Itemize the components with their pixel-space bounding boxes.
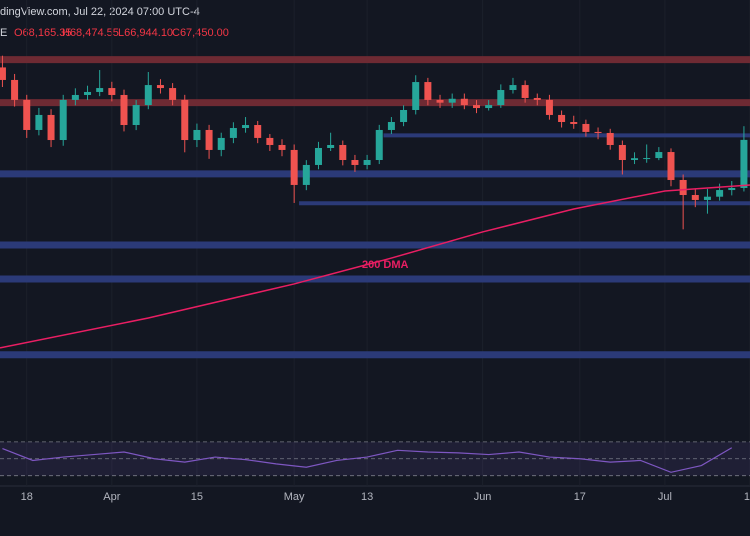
candle-body — [290, 149, 298, 185]
candle-body — [23, 99, 31, 130]
candle-body — [679, 179, 687, 196]
candle-body — [156, 85, 164, 89]
candle-body — [314, 147, 322, 165]
candle-body — [351, 160, 359, 165]
candle-body — [327, 144, 335, 148]
candle-body — [217, 137, 225, 150]
candle-body — [716, 190, 724, 197]
x-tick-label: 15 — [744, 491, 750, 503]
candle-body — [594, 131, 602, 133]
x-tick-label: 13 — [361, 491, 373, 503]
candle-body — [558, 114, 566, 123]
candle-body — [412, 82, 420, 110]
candle-body — [132, 105, 140, 126]
candle-body — [643, 158, 651, 160]
candle-body — [691, 195, 699, 200]
candle-body — [655, 152, 663, 159]
candle-body — [485, 105, 493, 109]
candle-body — [0, 67, 6, 80]
x-tick-label: 17 — [574, 491, 586, 503]
candle-body — [71, 94, 79, 100]
candle-body — [436, 99, 444, 103]
candle-body — [120, 94, 128, 126]
dma-line — [0, 184, 750, 349]
candle-body — [509, 85, 517, 91]
candle-body — [618, 144, 626, 161]
ohlc-value: H68,474.55 — [62, 27, 119, 39]
candle-body — [96, 88, 104, 92]
x-tick-label: 18 — [21, 491, 33, 503]
candle-body — [631, 158, 639, 161]
candle-body — [521, 85, 529, 98]
candle-body — [545, 99, 553, 115]
candle-body — [11, 79, 19, 100]
candle-body — [448, 98, 456, 103]
candle-body — [339, 144, 347, 161]
candle-body — [460, 98, 468, 106]
x-tick-label: Jul — [658, 491, 672, 503]
candle-body — [424, 82, 432, 100]
candle-body — [84, 91, 92, 95]
source-header: dingView.com, Jul 22, 2024 07:00 UTC-4 — [0, 6, 200, 18]
candle-body — [108, 88, 116, 95]
candle-body — [181, 99, 189, 141]
rsi-line — [2, 447, 733, 473]
candle-body — [472, 105, 480, 109]
candle-body — [193, 129, 201, 141]
candle-body — [728, 187, 736, 191]
candle-body — [400, 109, 408, 123]
candle-body — [533, 97, 541, 100]
candle-body — [740, 139, 748, 188]
ohlc-value: L66,944.10 — [118, 27, 173, 39]
x-tick-label: Apr — [103, 491, 120, 503]
candle-body — [363, 160, 371, 165]
candle-body — [302, 164, 310, 185]
x-tick-label: May — [284, 491, 305, 503]
x-tick-label: 15 — [191, 491, 203, 503]
dma-label: 200 DMA — [362, 259, 409, 271]
candle-body — [606, 132, 614, 145]
ohlc-value: O68,165.35 — [14, 27, 72, 39]
candle-body — [59, 99, 67, 141]
candle-body — [254, 125, 262, 138]
candle-body — [229, 128, 237, 138]
candle-body — [570, 122, 578, 124]
candle-body — [703, 196, 711, 200]
candle-body — [169, 88, 177, 100]
candle-body — [582, 123, 590, 132]
candle-body — [47, 114, 55, 141]
symbol-cut: E — [0, 27, 7, 39]
candle-body — [205, 129, 213, 150]
candle-body — [375, 129, 383, 161]
candle-body — [266, 137, 274, 145]
candle-body — [667, 152, 675, 180]
ohlc-value: C67,450.00 — [172, 27, 229, 39]
x-tick-label: Jun — [474, 491, 492, 503]
candle-body — [35, 114, 43, 130]
candle-body — [497, 90, 505, 106]
candle-body — [278, 144, 286, 150]
candle-body — [144, 85, 152, 106]
candle-body — [387, 122, 395, 130]
candle-body — [242, 125, 250, 129]
